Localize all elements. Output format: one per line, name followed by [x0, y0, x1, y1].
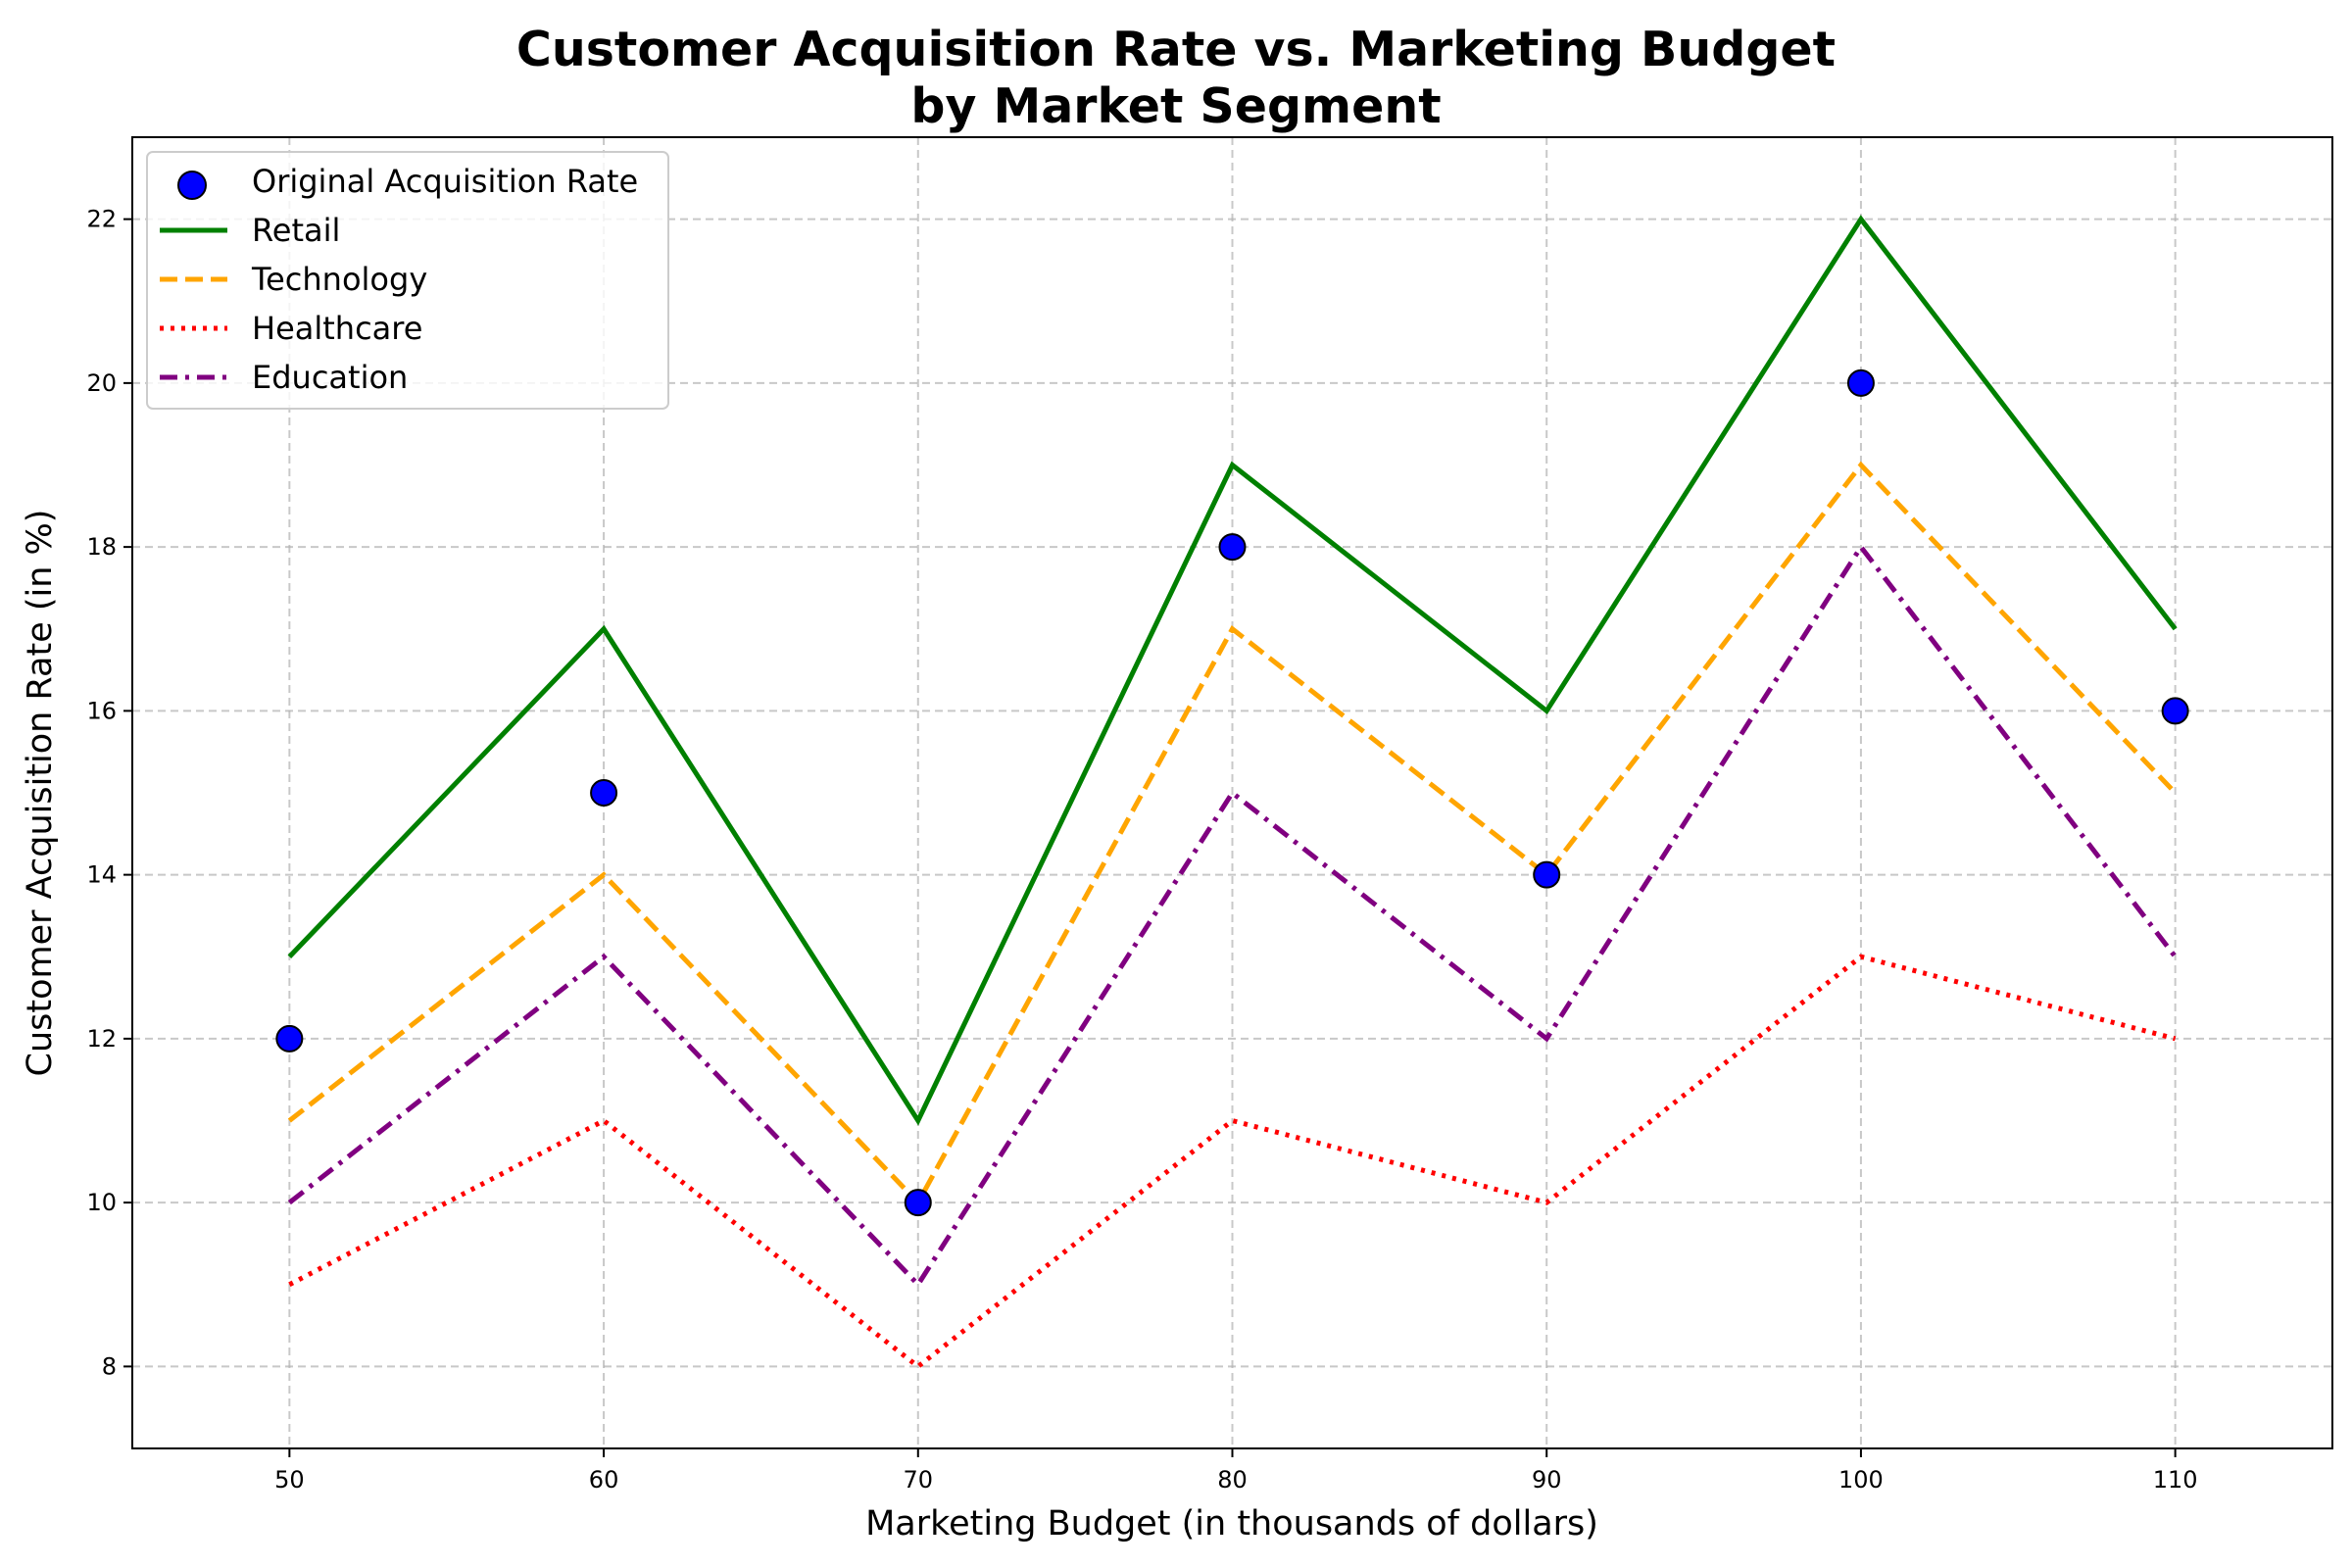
scatter-point: [1846, 368, 1875, 397]
legend-label: Original Acquisition Rate: [252, 163, 638, 200]
scatter-point: [1218, 533, 1247, 562]
legend-marker: [177, 171, 207, 200]
legend-item: Retail: [160, 212, 340, 249]
series-line-technology: [287, 461, 2178, 1207]
x-tick-label: 70: [904, 1466, 934, 1494]
scatter-point: [2161, 697, 2189, 725]
legend-box: [146, 151, 669, 410]
legend-item: Technology: [160, 261, 427, 298]
x-tick-label: 60: [589, 1466, 619, 1494]
series-line-healthcare: [288, 954, 2177, 1370]
scatter-point: [590, 779, 618, 807]
y-tick-label: 20: [86, 369, 117, 397]
scatter-points: [275, 368, 2189, 1217]
y-tick-label: 10: [86, 1189, 117, 1216]
scatter-point: [1533, 860, 1561, 889]
legend-items: Original Acquisition Rate Retail Technolog…: [160, 163, 638, 396]
series-line-retail: [287, 215, 2178, 1126]
legend: Original Acquisition Rate Retail Technolog…: [146, 151, 669, 410]
legend-item: Healthcare: [160, 310, 422, 347]
legend-label: Retail: [252, 212, 340, 249]
chart-title: Customer Acquisition Rate vs. Marketing …: [0, 22, 2352, 135]
legend-label: Education: [252, 359, 408, 396]
legend-label: Healthcare: [252, 310, 422, 347]
scatter-point: [275, 1024, 304, 1053]
y-axis-ticks: 8 10 12 14 16 18 20 22: [86, 206, 132, 1380]
x-axis-label: Marketing Budget (in thousands of dollar…: [865, 1504, 1598, 1544]
chart-title-line1: Customer Acquisition Rate vs. Marketing …: [515, 22, 1837, 77]
legend-label: Technology: [251, 261, 427, 298]
y-axis-label: Customer Acquisition Rate (in %): [21, 510, 60, 1077]
x-tick-label: 90: [1532, 1466, 1562, 1494]
y-tick-label: 14: [86, 861, 117, 889]
x-axis-ticks: 50 60 70 80 90 100 110: [274, 1448, 2198, 1494]
x-tick-label: 110: [2153, 1466, 2198, 1494]
y-tick-label: 18: [86, 533, 117, 561]
x-tick-label: 50: [274, 1466, 305, 1494]
legend-item: Original Acquisition Rate: [177, 163, 638, 200]
scatter-point: [904, 1189, 932, 1217]
legend-item: Education: [160, 359, 408, 396]
y-tick-label: 12: [86, 1025, 117, 1053]
chart-title-line2: by Market Segment: [910, 78, 1442, 134]
series-line-education: [287, 542, 2178, 1289]
y-tick-label: 8: [102, 1352, 117, 1380]
x-tick-label: 80: [1217, 1466, 1248, 1494]
x-tick-label: 100: [1838, 1466, 1884, 1494]
y-tick-label: 22: [86, 206, 117, 233]
y-tick-label: 16: [86, 697, 117, 724]
series-lines: [287, 215, 2178, 1370]
